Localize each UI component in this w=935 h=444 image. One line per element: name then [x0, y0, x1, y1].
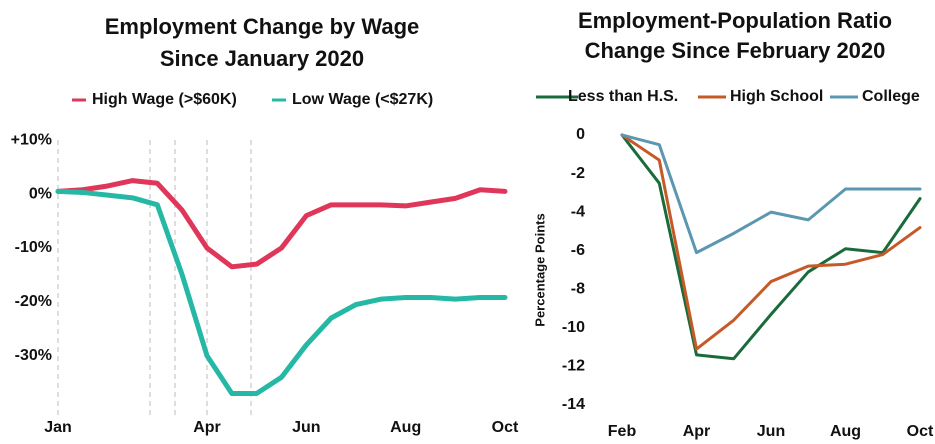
x-tick-label: Apr [193, 419, 221, 436]
chart-title: Employment-Population Ratio [578, 8, 892, 33]
series-line [55, 188, 508, 396]
chart-title: Employment Change by Wage [105, 14, 420, 39]
x-tick-label: Aug [830, 423, 861, 440]
y-tick-label: 0 [576, 126, 585, 143]
y-tick-label: -6 [571, 242, 585, 259]
chart-title: Change Since February 2020 [585, 38, 886, 63]
y-tick-label: -8 [571, 281, 585, 298]
x-tick-label: Apr [683, 423, 711, 440]
x-tick-label: Jun [292, 419, 320, 436]
y-tick-label: -2 [571, 165, 585, 182]
x-tick-label: Oct [907, 423, 934, 440]
x-tick-label: Aug [390, 419, 421, 436]
legend-label: Low Wage (<$27K) [292, 91, 433, 108]
legend-label: College [862, 88, 920, 105]
series-line [620, 133, 922, 361]
y-tick-label: -10% [15, 239, 52, 256]
series-line [620, 133, 922, 255]
x-tick-label: Feb [608, 423, 637, 440]
y-tick-label: -4 [571, 203, 585, 220]
legend-label: High School [730, 88, 823, 105]
y-tick-label: -30% [15, 347, 52, 364]
y-tick-label: -12 [562, 358, 585, 375]
y-tick-label: +10% [11, 131, 52, 148]
x-tick-label: Jun [757, 423, 785, 440]
series-line [620, 133, 922, 351]
series-line [55, 178, 508, 270]
y-tick-label: 0% [29, 185, 52, 202]
y-tick-label: -10 [562, 319, 585, 336]
y-tick-label: -20% [15, 293, 52, 310]
chart-title: Since January 2020 [160, 46, 364, 71]
x-tick-label: Oct [492, 419, 519, 436]
x-tick-label: Jan [44, 419, 72, 436]
legend-label: Less than H.S. [568, 88, 678, 105]
legend-label: High Wage (>$60K) [92, 91, 237, 108]
y-tick-label: -14 [562, 396, 585, 413]
y-axis-label: Percentage Points [532, 213, 547, 326]
